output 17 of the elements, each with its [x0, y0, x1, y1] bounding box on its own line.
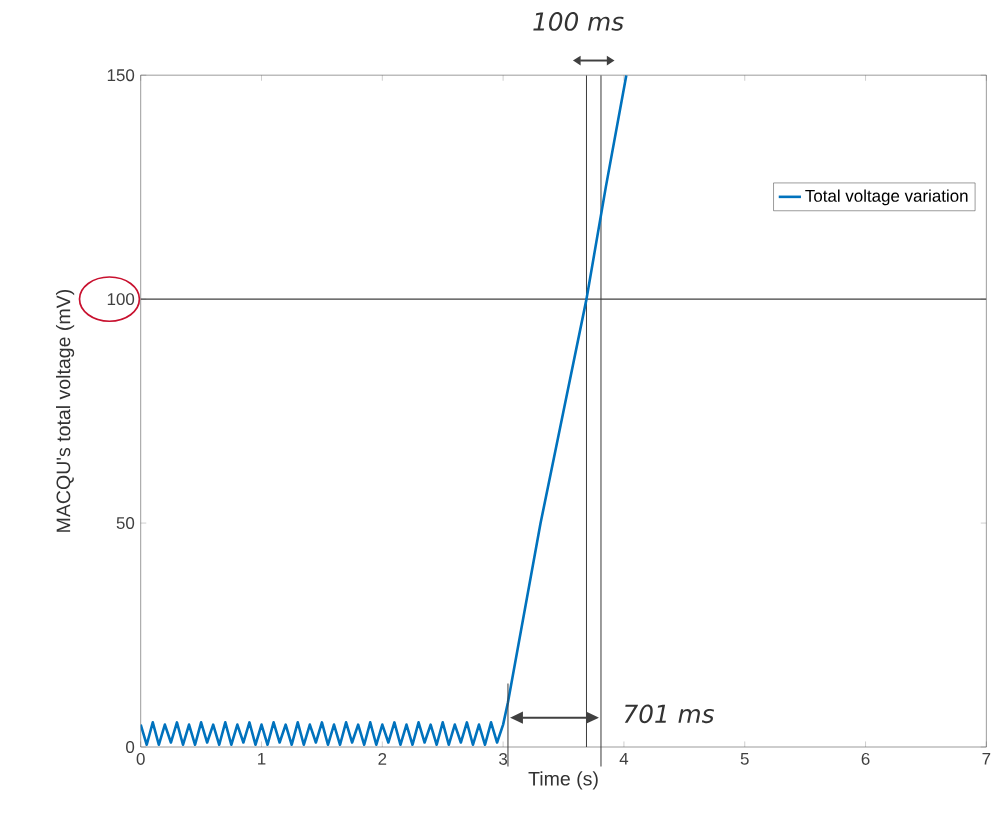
y-tick-label: 100 [107, 293, 135, 306]
y-tick-label: 50 [116, 517, 135, 530]
x-tick-label: 5 [740, 752, 749, 765]
y-tick-label: 150 [107, 69, 135, 82]
y-axis-title: MACQU's total voltage (mV) [55, 289, 75, 532]
x-axis-title: Time (s) [528, 771, 598, 790]
x-tick-label: 2 [378, 752, 387, 765]
x-tick-label: 3 [499, 752, 508, 765]
annotation: 701 ms [624, 704, 715, 724]
x-tick-label: 6 [861, 752, 870, 765]
x-tick-label: 1 [258, 752, 266, 765]
text: 100 ms [533, 12, 624, 31]
x-tick-label: 4 [619, 752, 629, 765]
x-tick-label: 7 [982, 752, 991, 765]
x-tick-label: 0 [136, 752, 145, 765]
legend-label: Total voltage variation [805, 189, 968, 206]
y-tick-label: 0 [126, 740, 135, 753]
